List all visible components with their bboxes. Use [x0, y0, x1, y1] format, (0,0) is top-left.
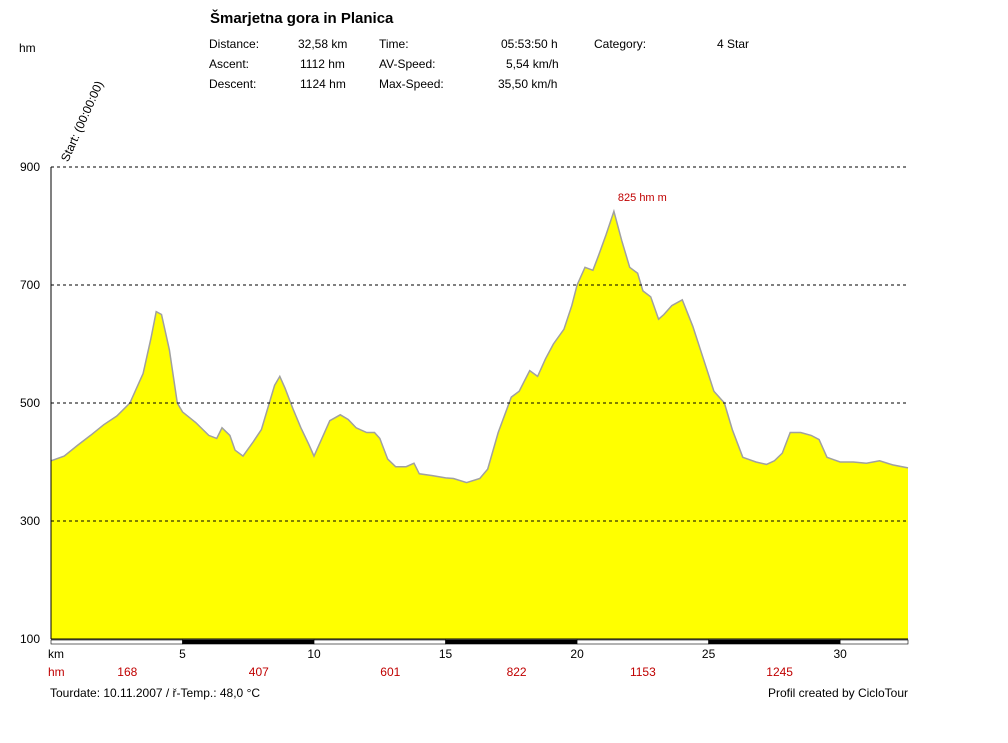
credit-text: Profil created by CicloTour: [767, 686, 908, 700]
x-tick-label-5: 5: [179, 647, 186, 661]
avspeed-label: AV-Speed:: [379, 57, 436, 71]
hm-row-value-822: 822: [507, 665, 527, 679]
x-tick-label-20: 20: [570, 647, 584, 661]
distance-label: Distance:: [209, 37, 260, 51]
x-tick-label-15: 15: [439, 647, 453, 661]
descent-value: 1124 hm: [300, 77, 346, 91]
km-scale-segment-2: [313, 639, 446, 645]
y-tick-label-100: 100: [20, 632, 40, 646]
ascent-value: 1112 hm: [300, 57, 345, 71]
x-tick-label-25: 25: [702, 647, 716, 661]
km-scale-segment-5: [708, 639, 841, 645]
x-axis-unit: km: [48, 647, 64, 661]
elevation-area: [51, 211, 908, 640]
maxspeed-label: Max-Speed:: [379, 77, 444, 91]
km-scale-segment-3: [445, 639, 578, 645]
elevation-outline: [50, 208, 909, 484]
hm-row-value-407: 407: [249, 665, 269, 679]
hm-row-value-1245: 1245: [766, 665, 793, 679]
y-tick-label-500: 500: [20, 396, 40, 410]
y-tick-label-900: 900: [20, 160, 40, 174]
km-scale-segment-4: [576, 639, 709, 645]
chart-title: Šmarjetna gora in Planica: [210, 10, 394, 27]
y-tick-label-300: 300: [20, 514, 40, 528]
hm-row-value-601: 601: [380, 665, 400, 679]
tour-date: Tourdate: 10.11.2007 / ř-Temp.: 48,0 °C: [50, 686, 261, 700]
hm-row-label: hm: [48, 665, 65, 679]
category-value: 4 Star: [717, 37, 750, 51]
ascent-label: Ascent:: [209, 57, 250, 71]
maxspeed-value: 35,50 km/h: [498, 77, 558, 91]
km-scale-segment-0: [50, 639, 183, 645]
x-tick-label-30: 30: [833, 647, 847, 661]
distance-value: 32,58 km: [298, 37, 348, 51]
x-tick-label-10: 10: [307, 647, 321, 661]
km-scale-segment-1: [182, 639, 315, 645]
hm-row-value-168: 168: [117, 665, 137, 679]
category-label: Category:: [594, 37, 647, 51]
avspeed-value: 5,54 km/h: [506, 57, 559, 71]
hm-row-value-1153: 1153: [630, 665, 656, 679]
peak-label: 825 hm m: [617, 192, 667, 205]
time-label: Time:: [379, 37, 409, 51]
km-scale-segment-6: [839, 639, 909, 645]
y-tick-label-700: 700: [20, 278, 40, 292]
y-axis-unit: hm: [19, 41, 36, 55]
descent-label: Descent:: [209, 77, 257, 91]
time-value: 05:53:50 h: [501, 37, 558, 51]
